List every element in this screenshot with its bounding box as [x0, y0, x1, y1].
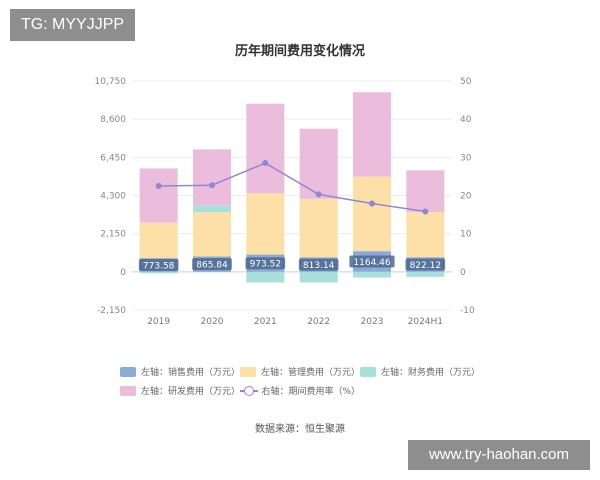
data-label-bg: [405, 258, 446, 271]
y-left-tick-label: 8,600: [100, 115, 126, 125]
chart-canvas: 10,750 8,600 6,450 4,300 2,150 0 -2,150 50 40 30 2…: [95, 77, 475, 327]
bar-segment: [139, 222, 178, 259]
data-label: 973.52: [250, 260, 282, 270]
legend-item-finance[interactable]: 左轴：财务费用（万元）: [360, 365, 490, 378]
data-label: 773.58: [143, 261, 175, 271]
data-label: 822.12: [410, 261, 442, 271]
bar-segment: [193, 149, 231, 206]
bar-segment: [193, 205, 231, 213]
bar-segment: [353, 271, 391, 278]
x-tick-label: 2020: [201, 317, 224, 327]
bar-segment: [246, 271, 285, 283]
legend-label-rnd: 左轴：研发费用（万元）: [140, 387, 240, 397]
bar-segment: [246, 193, 285, 255]
x-tick-label: 2021: [254, 317, 277, 327]
watermark-bottom-right: www.try-haohan.com: [408, 440, 590, 470]
bar-segment: [406, 211, 445, 258]
x-tick-label: 2019: [147, 317, 170, 327]
bar-segment: [353, 176, 391, 252]
y-left-tick-label: 4,300: [100, 192, 126, 202]
bar-segment: [353, 92, 391, 177]
legend-item-admin[interactable]: 左轴：管理费用（万元）: [240, 365, 360, 378]
legend-swatch-expense-rate: [240, 385, 259, 396]
y-right-tick-label: 0: [460, 268, 466, 278]
legend-swatch-rnd: [120, 385, 136, 396]
bar-segment: [406, 170, 445, 212]
x-tick-label: 2023: [361, 317, 384, 327]
bar-segment: [139, 168, 178, 223]
chart-title: 历年期间费用变化情况: [234, 44, 365, 59]
data-label-bg: [245, 257, 286, 270]
x-tick-label: 2024H1: [408, 317, 443, 327]
bar-segment: [139, 271, 178, 274]
bar-segment: [193, 212, 231, 257]
y-right-tick-label: 50: [460, 77, 472, 87]
legend-swatch-admin: [240, 366, 256, 377]
line-point: [315, 191, 322, 198]
line-series-expense-rate: [158, 162, 426, 213]
y-left-tick-label: 10,750: [95, 77, 127, 87]
legend-label-admin: 左轴：管理费用（万元）: [260, 368, 360, 378]
legend-item-sales[interactable]: 左轴：销售费用（万元）: [120, 365, 240, 378]
data-label-bg: [349, 255, 395, 268]
data-label-bg: [138, 258, 179, 271]
legend-item-rnd[interactable]: 左轴：研发费用（万元）: [120, 384, 240, 397]
y-left-tick-label: 2,150: [100, 230, 126, 240]
data-source-label: 数据来源：恒生聚源: [255, 424, 345, 435]
y-right-tick-label: 30: [460, 153, 472, 163]
bar-segment: [406, 271, 445, 277]
legend-label-finance: 左轴：财务费用（万元）: [381, 368, 481, 378]
data-label: 1164.46: [353, 258, 390, 268]
legend-item-expense-rate[interactable]: 右轴：期间费用率（%）: [240, 384, 360, 397]
y-right-tick-label: -10: [460, 306, 475, 316]
line-point: [369, 200, 375, 207]
legend-label-sales: 左轴：销售费用（万元）: [140, 368, 240, 378]
bar-segment: [246, 103, 285, 194]
y-left-tick-label: 6,450: [100, 153, 126, 163]
line-point: [155, 182, 162, 189]
bar-segment: [299, 198, 338, 258]
bar-segment: [299, 128, 338, 199]
y-right-tick-label: 40: [460, 115, 472, 125]
line-point: [262, 160, 269, 167]
y-left-tick-label: 0: [120, 268, 126, 278]
y-right-tick-label: 10: [460, 230, 472, 240]
watermark-top-left: TG: MYYJJPP: [10, 9, 135, 41]
data-label-bg: [192, 258, 232, 271]
data-label-bg: [298, 258, 339, 271]
chart-legend: 左轴：销售费用（万元） 左轴：管理费用（万元） 左轴：财务费用（万元） 左轴：研…: [120, 365, 500, 397]
bar-segment: [299, 271, 338, 283]
legend-swatch-sales: [120, 366, 136, 377]
x-tick-label: 2022: [307, 317, 330, 327]
data-label: 865.84: [196, 261, 228, 271]
y-left-tick-label: -2,150: [97, 306, 126, 316]
line-point: [422, 208, 429, 215]
line-point: [209, 182, 215, 189]
legend-label-expense-rate: 右轴：期间费用率（%）: [261, 387, 360, 397]
legend-swatch-finance: [360, 366, 376, 377]
y-right-tick-label: 20: [460, 192, 472, 202]
data-label: 813.14: [303, 261, 335, 271]
